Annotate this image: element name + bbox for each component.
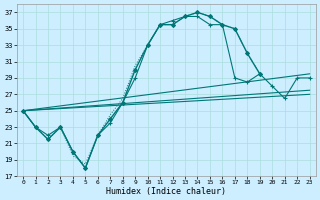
X-axis label: Humidex (Indice chaleur): Humidex (Indice chaleur) bbox=[106, 187, 226, 196]
